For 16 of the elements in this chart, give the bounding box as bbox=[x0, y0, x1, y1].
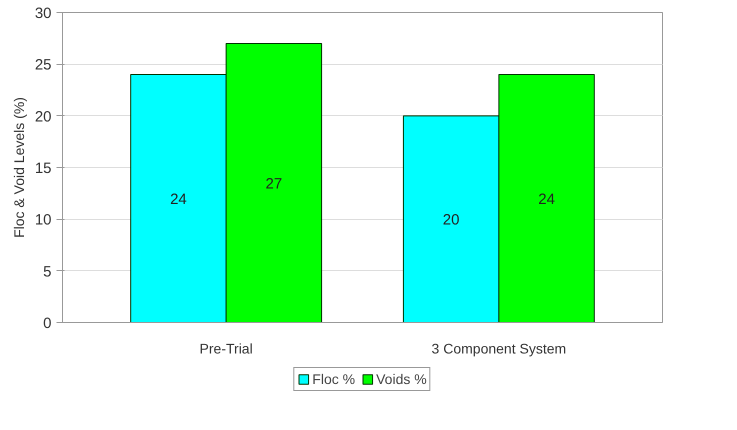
x-tick-label: Pre-Trial bbox=[200, 340, 253, 356]
legend-label: Voids % bbox=[376, 371, 427, 387]
y-tick-label: 25 bbox=[34, 56, 52, 74]
data-label: 27 bbox=[266, 176, 282, 192]
legend-label: Floc % bbox=[312, 371, 356, 387]
y-tick-label: 10 bbox=[34, 212, 52, 229]
data-label: 24 bbox=[538, 191, 555, 208]
y-tick-label: 15 bbox=[34, 160, 52, 177]
y-tick-label: 30 bbox=[34, 5, 52, 22]
data-label: 24 bbox=[170, 191, 187, 208]
y-axis-title: Floc & Void Levels (%) bbox=[10, 97, 27, 238]
data-label: 20 bbox=[442, 212, 460, 229]
y-tick-label: 20 bbox=[34, 108, 52, 126]
x-tick-label: 3 Component System bbox=[432, 340, 566, 356]
y-tick-label: 5 bbox=[43, 263, 52, 280]
y-tick-label: 0 bbox=[43, 315, 52, 332]
